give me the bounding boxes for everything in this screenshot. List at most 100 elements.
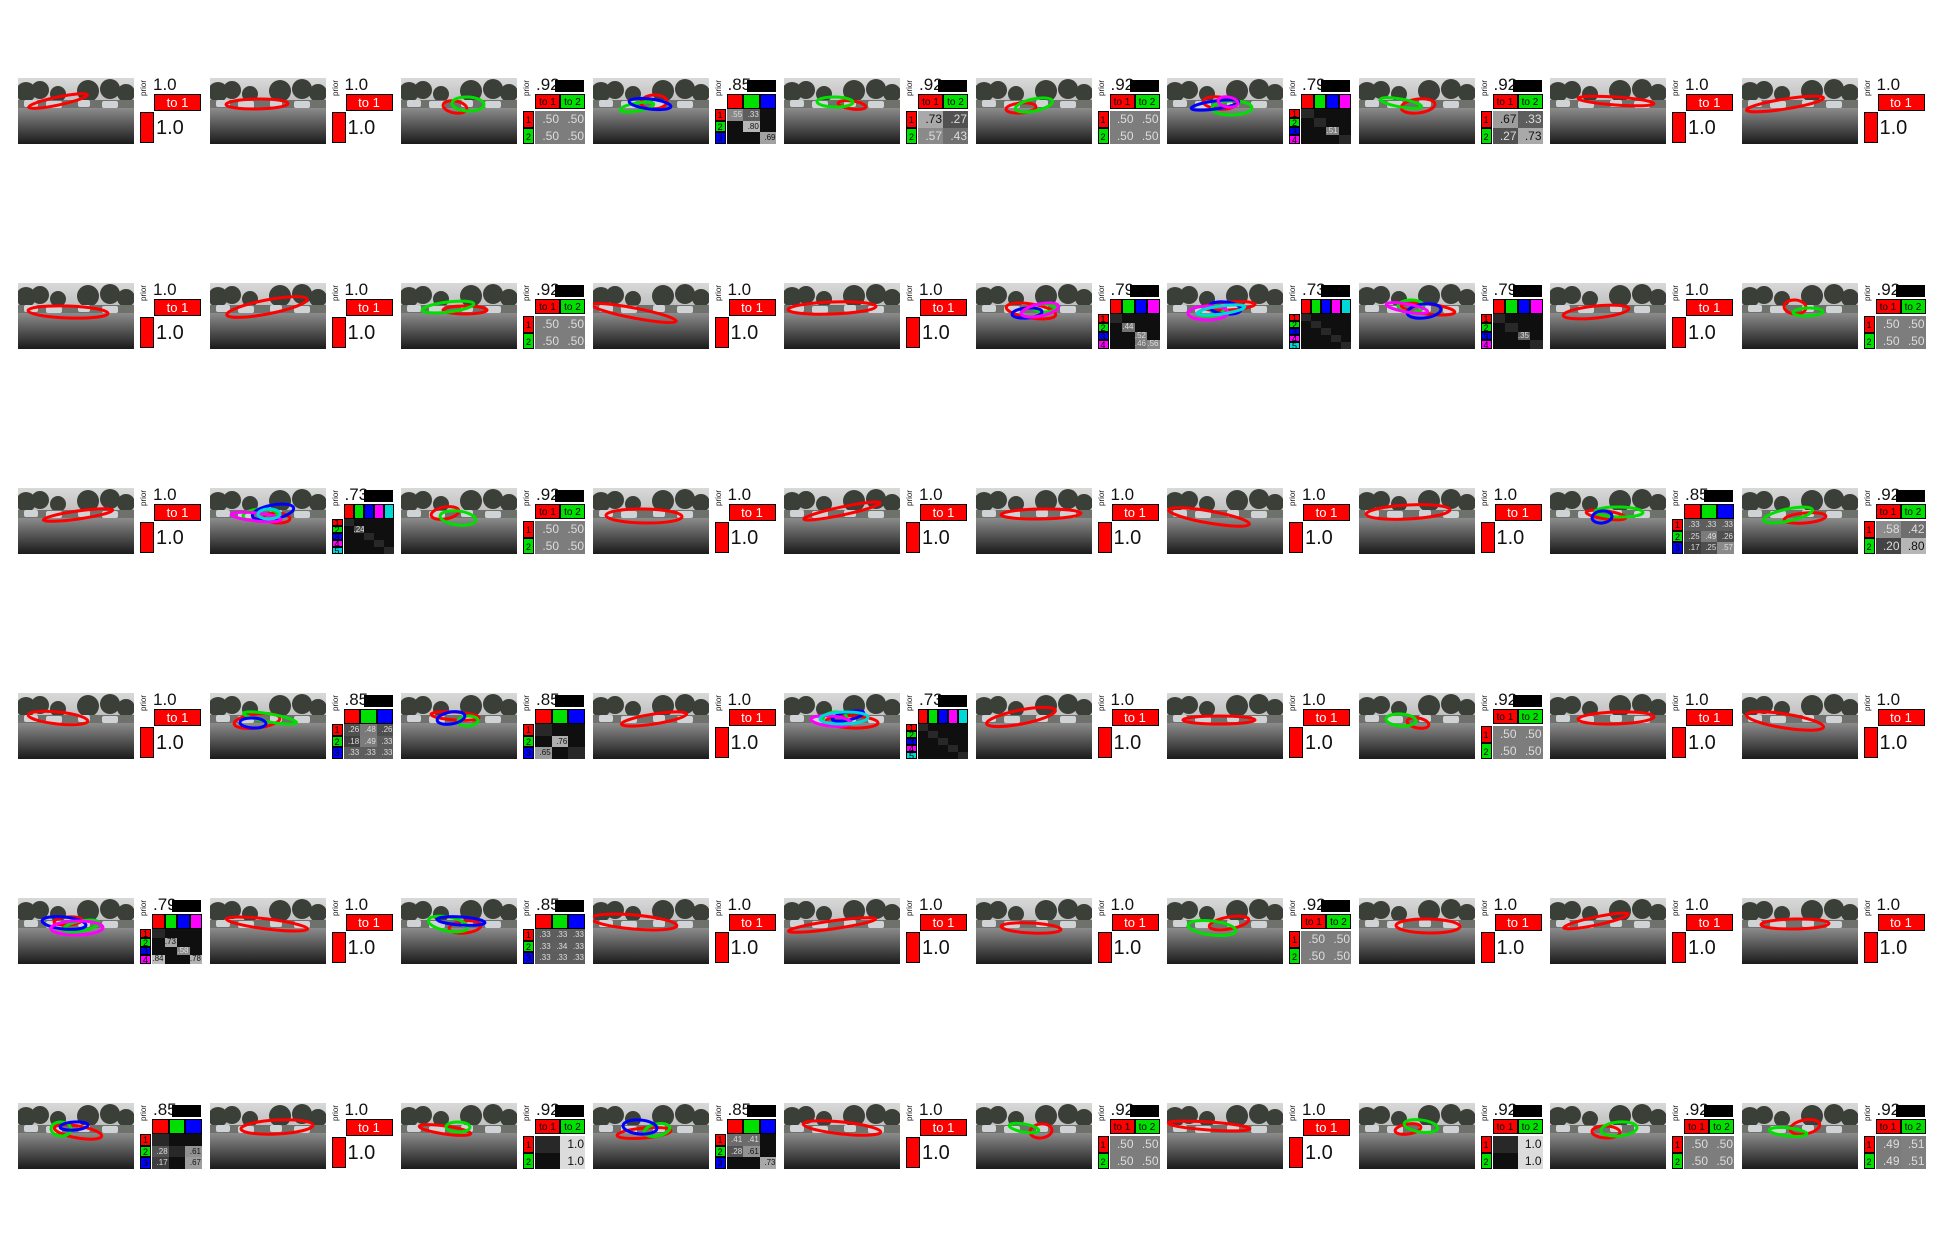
prior-value: 1.0: [918, 1100, 944, 1119]
sample-cell: prior 1.0 to 1 1.0: [1741, 691, 1928, 759]
matrix-cell: [918, 731, 928, 738]
prior-bar: [555, 695, 584, 707]
matrix-cell: .50: [1709, 1136, 1734, 1153]
matrix-cell: [958, 738, 968, 745]
prior-value: .85: [535, 690, 561, 709]
matrix-cell: .49: [1875, 1152, 1901, 1169]
matrix-cell: .50: [1517, 742, 1543, 759]
matrix-cell: .51: [1900, 1136, 1926, 1153]
column-header: to 1: [1111, 709, 1159, 726]
matrix-cell: [1147, 322, 1160, 332]
matrix-value: 1.0: [347, 1142, 376, 1164]
matrix-cell: [1341, 335, 1351, 342]
matrix-cell: .33: [743, 109, 760, 121]
matrix-cell: .76: [551, 735, 569, 748]
matrix-cell: .26: [376, 724, 394, 736]
column-header: [1530, 299, 1543, 314]
scene-thumbnail: [1358, 283, 1475, 349]
row-label: [1672, 727, 1686, 758]
row-label: [331, 317, 346, 348]
column-header: [1311, 299, 1321, 314]
matrix-cell: .50: [1109, 1152, 1135, 1169]
column-header: to 1: [728, 709, 776, 726]
sample-cell: prior 1.0 to 1 1.0: [784, 281, 970, 349]
prior-label: prior: [1096, 899, 1106, 916]
matrix-cell: [1530, 340, 1543, 349]
column-header: [1338, 94, 1351, 109]
row-label: 2: [714, 120, 726, 133]
prior-value: .73: [918, 690, 944, 709]
matrix-cell: [535, 1136, 560, 1153]
row-label: 1: [1863, 1136, 1875, 1153]
matrix-cell: .33: [1517, 111, 1543, 128]
transition-panel: prior .92 to 1 to 2 1.50.50 2.50.50: [1097, 76, 1160, 144]
matrix-cell: [164, 946, 177, 956]
column-header: [383, 504, 394, 519]
transition-panel: prior .92 to 1 to 2 1.50.50 2.50.50: [1671, 1101, 1734, 1169]
row-label: 1: [1863, 521, 1875, 538]
transition-panel: prior 1.0 to 1 1.0: [714, 691, 777, 759]
sample-cell: prior 1.0 to 1 1.0: [209, 1100, 396, 1169]
matrix-cell: [1530, 322, 1543, 332]
column-header: to 1: [535, 299, 560, 314]
row-label: 1: [1480, 314, 1492, 323]
matrix-cell: [1301, 109, 1314, 118]
scene-thumbnail: [401, 1103, 517, 1169]
column-header: to 1: [535, 504, 560, 519]
matrix-cell: [1338, 135, 1351, 144]
matrix-cell: [1134, 314, 1147, 323]
matrix-cell: [343, 547, 354, 554]
matrix-cell: [1109, 322, 1122, 332]
scene-thumbnail: [975, 693, 1092, 759]
prior-value: .85: [1684, 485, 1710, 504]
transition-panel: prior 1.0 to 1 1.0: [1671, 281, 1734, 349]
prior-label: prior: [905, 79, 914, 96]
transition-panel: prior .79 1 2 .44 3 .52 4 .46.56: [1097, 281, 1160, 349]
matrix-cell: .33: [1700, 519, 1718, 531]
column-header: [726, 1119, 744, 1134]
prior-label: prior: [1288, 694, 1297, 711]
matrix-cell: .50: [560, 316, 585, 333]
matrix-cell: .50: [560, 127, 585, 144]
prior-value: .85: [726, 75, 753, 94]
scene-thumbnail: [1167, 283, 1283, 349]
matrix-cell: [1321, 321, 1331, 328]
row-label: [1289, 1137, 1303, 1168]
prior-bar: [1512, 80, 1542, 92]
matrix-cell: [928, 738, 938, 745]
row-label: 3: [1480, 331, 1492, 341]
matrix-cell: .33: [568, 952, 585, 964]
matrix-cell: .48: [360, 724, 377, 736]
matrix-cell: .50: [535, 316, 560, 333]
sample-cell: prior 1.0 to 1 1.0: [18, 486, 204, 554]
matrix-cell: [535, 735, 552, 748]
row-label: 3: [714, 132, 726, 144]
matrix-cell: .56: [1147, 340, 1160, 349]
scene-thumbnail: [401, 898, 517, 964]
matrix-cell: [1301, 135, 1314, 144]
row-label: [906, 1137, 920, 1168]
prior-label: prior: [139, 899, 148, 916]
column-header: [551, 914, 569, 929]
matrix-cell: [353, 519, 364, 526]
matrix-cell: [353, 540, 364, 547]
scene-thumbnail: [975, 283, 1092, 349]
matrix-cell: [1301, 328, 1311, 335]
matrix-cell: [928, 752, 938, 759]
prior-value: 1.0: [343, 1100, 370, 1119]
matrix-cell: [1331, 321, 1341, 328]
matrix-value: 1.0: [730, 732, 759, 754]
scene-thumbnail: [592, 898, 709, 964]
transition-panel: prior .92 to 1 to 2 1.67.33 2.27.73: [1480, 76, 1543, 144]
prior-bar: [1129, 285, 1159, 297]
transition-panel: prior .79 1 2 .73 3 .58 4.84 .78: [139, 896, 202, 964]
transition-panel: prior 1.0 to 1 1.0: [1863, 896, 1926, 964]
matrix-cell: [948, 724, 958, 731]
matrix-cell: [1301, 117, 1314, 127]
matrix-cell: .51: [1900, 1152, 1926, 1169]
transition-panel: prior 1.0 to 1 1.0: [331, 1100, 394, 1169]
scene-thumbnail: [209, 488, 326, 554]
row-label: 1: [523, 521, 534, 538]
matrix-value: 1.0: [1305, 732, 1333, 754]
row-label: [331, 932, 346, 963]
